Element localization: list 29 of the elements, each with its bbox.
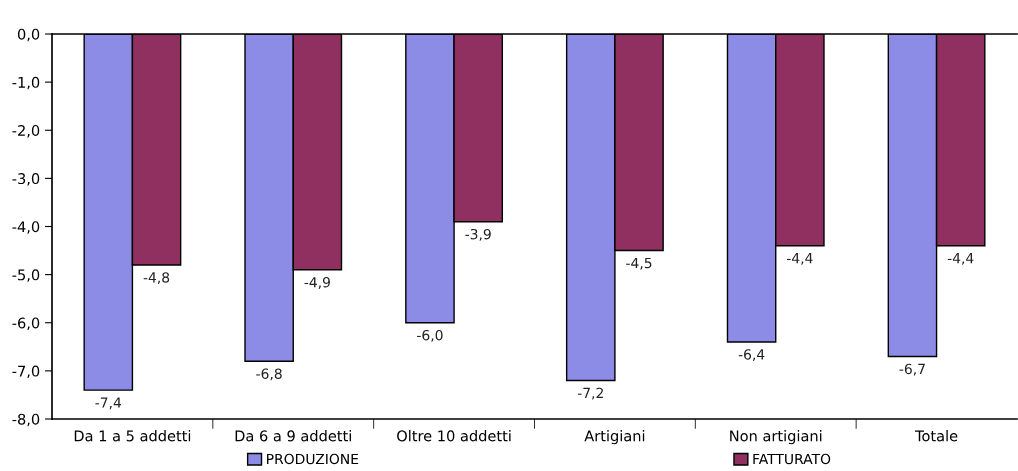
data-label: -4,4 xyxy=(786,253,813,265)
data-label: -7,4 xyxy=(95,397,122,410)
x-tick-label: Non artigiani xyxy=(730,430,822,445)
y-tick-label: -8,0 xyxy=(12,413,40,427)
legend-label: PRODUZIONE xyxy=(267,453,359,465)
x-tick-label: Da 1 a 5 addetti xyxy=(74,430,191,442)
data-label: -6,8 xyxy=(256,368,282,381)
data-label: -3,9 xyxy=(465,228,491,241)
y-tick-label: -1,0 xyxy=(12,76,40,90)
y-tick-label: 0,0 xyxy=(17,28,40,42)
legend-label: FATTURATO xyxy=(753,453,831,465)
data-label: -4,9 xyxy=(304,277,330,289)
y-tick-label: -4,0 xyxy=(12,221,40,234)
y-tick-label: -6,0 xyxy=(12,317,40,330)
x-tick-label: Oltre 10 addetti xyxy=(397,430,511,442)
y-tick-label: -7,0 xyxy=(12,365,40,379)
y-tick-label: -3,0 xyxy=(12,173,40,186)
y-tick-label: -2,0 xyxy=(12,124,40,138)
data-label: -6,4 xyxy=(738,349,765,362)
data-label: -4,4 xyxy=(947,253,974,265)
y-tick-label: -5,0 xyxy=(12,269,40,282)
x-tick-label: Artigiani xyxy=(584,430,645,445)
x-tick-label: Da 6 a 9 addetti xyxy=(235,430,351,442)
data-label: -6,0 xyxy=(417,329,443,342)
x-tick-label: Totale xyxy=(915,430,958,442)
data-label: -6,7 xyxy=(899,363,925,376)
data-label: -4,5 xyxy=(626,257,652,270)
data-label: -7,2 xyxy=(577,387,603,400)
data-label: -4,8 xyxy=(143,272,170,285)
